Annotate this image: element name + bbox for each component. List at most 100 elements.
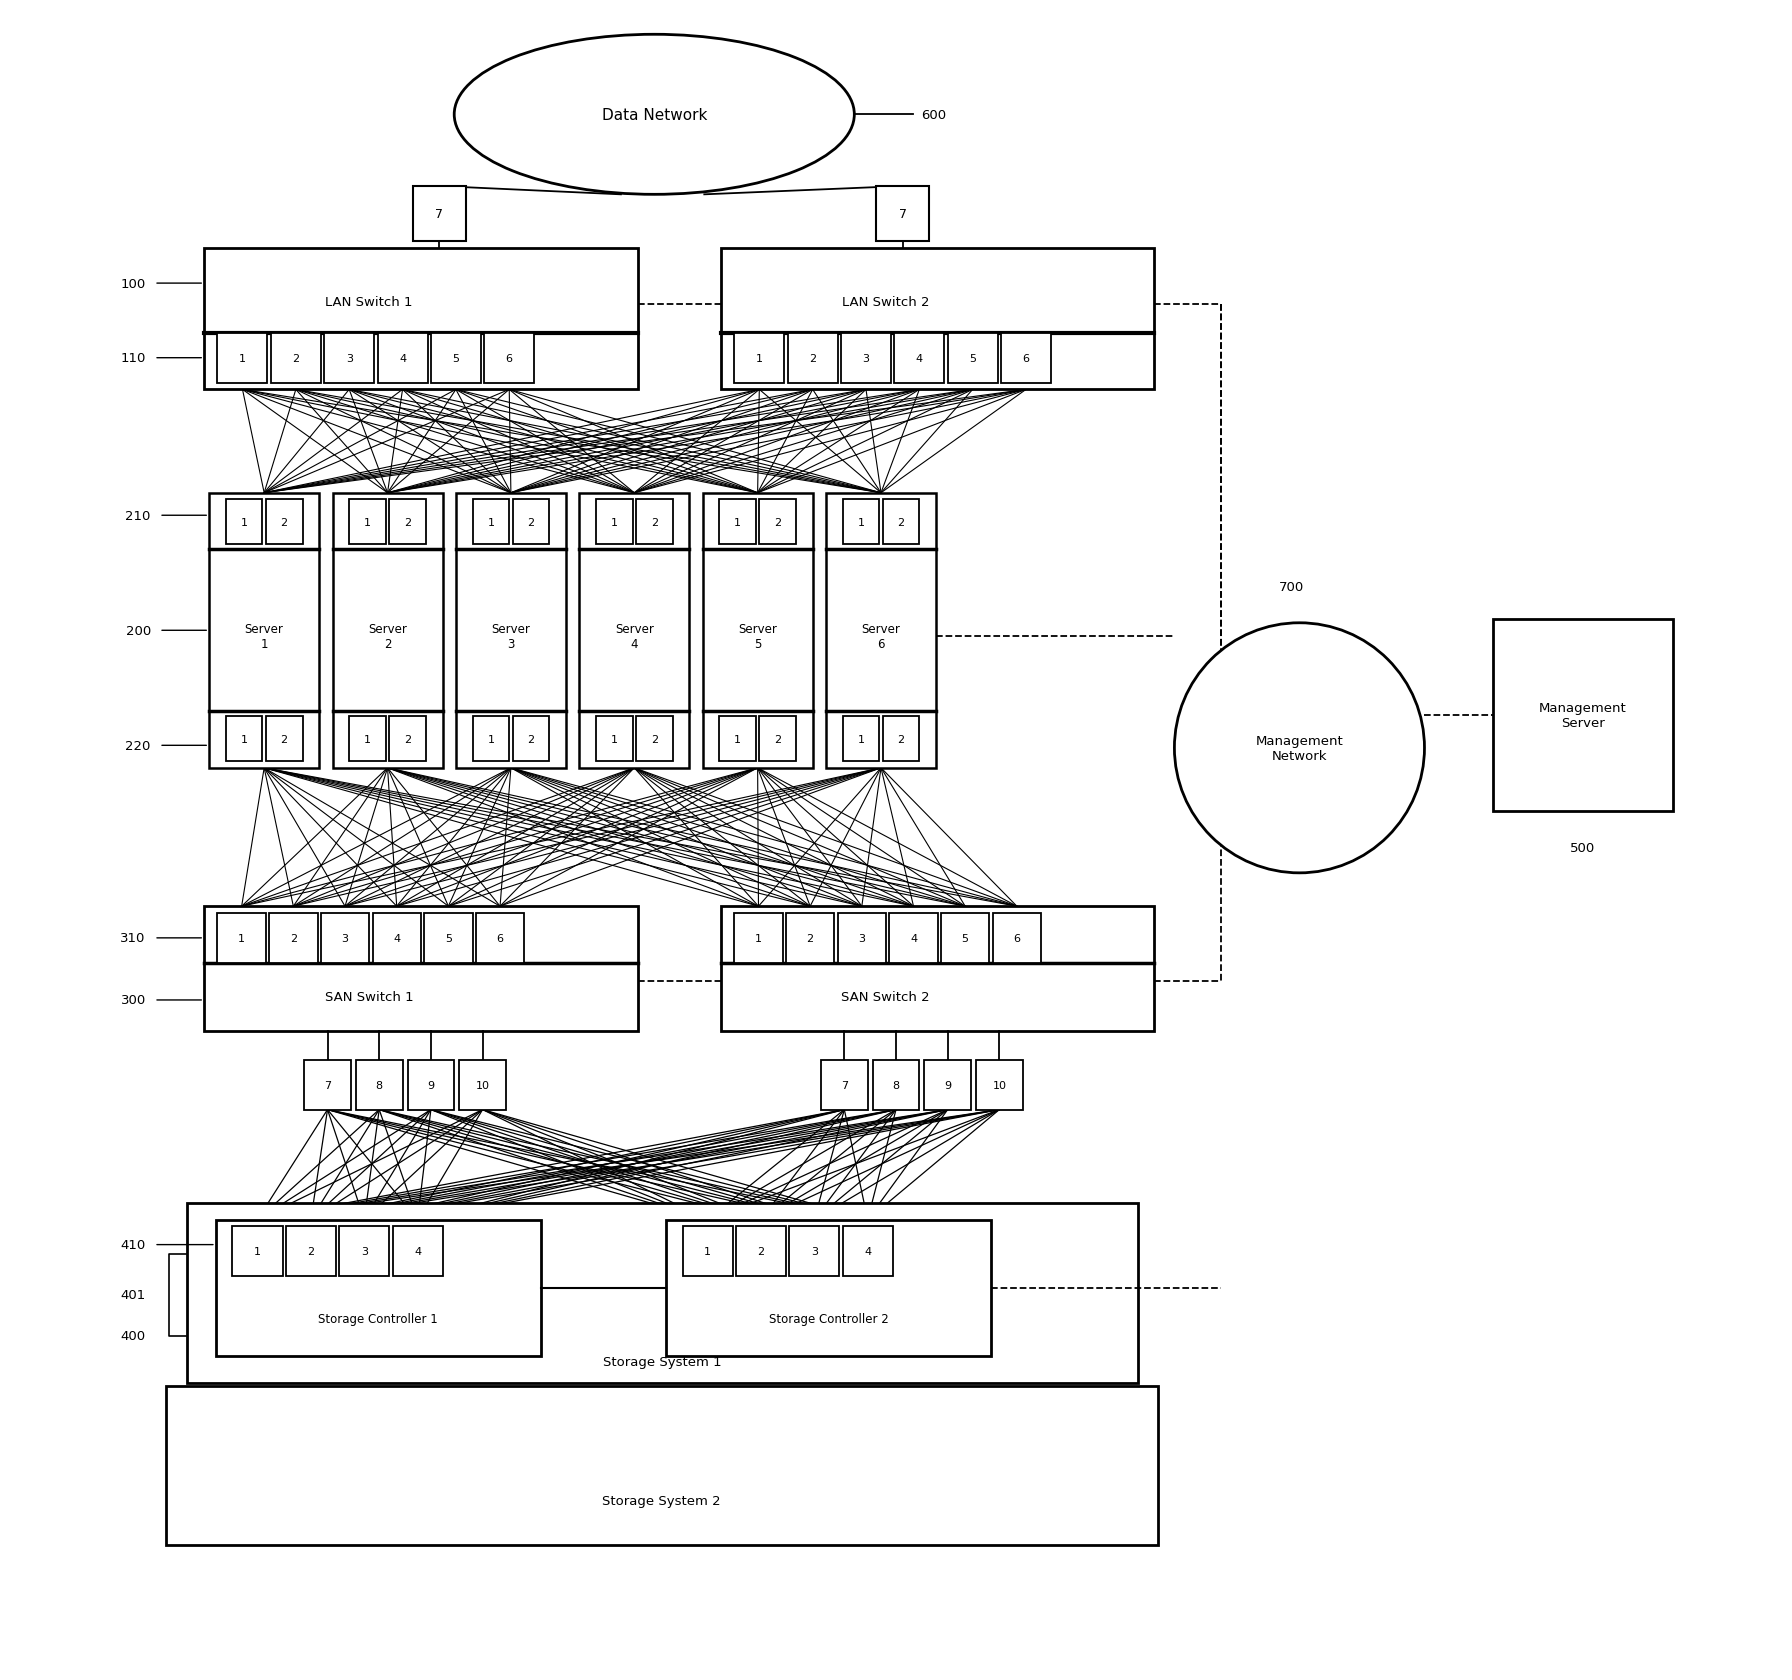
Text: 1: 1 [238,934,246,942]
Text: 6: 6 [505,353,513,363]
Text: 200: 200 [125,625,151,637]
Text: LAN Switch 1: LAN Switch 1 [324,296,412,309]
Bar [760,501,796,544]
Bar [265,501,303,544]
Bar [477,914,525,963]
Bar [513,501,548,544]
Text: 3: 3 [810,1247,817,1257]
Text: 3: 3 [346,353,353,363]
Bar [1002,334,1052,383]
Bar [993,914,1041,963]
Bar [215,1220,541,1356]
Text: LAN Switch 2: LAN Switch 2 [842,296,930,309]
Text: Server
2: Server 2 [367,622,407,650]
Bar [513,717,548,761]
Bar [876,186,930,242]
Text: 600: 600 [921,109,946,121]
Text: 2: 2 [306,1247,314,1257]
Bar [1493,620,1674,811]
Text: 220: 220 [125,739,151,753]
Text: 1: 1 [611,517,618,528]
Text: 10: 10 [475,1080,489,1090]
Text: 2: 2 [806,934,814,942]
Bar [948,334,998,383]
Text: 2: 2 [527,734,534,744]
Bar [473,501,509,544]
Bar [788,1226,839,1277]
Text: 2: 2 [898,517,905,528]
Text: 1: 1 [238,353,246,363]
Bar [233,1226,283,1277]
Text: 9: 9 [426,1080,434,1090]
Bar [579,494,690,768]
Text: 500: 500 [1570,842,1595,855]
Text: 310: 310 [120,932,145,944]
Bar [339,1226,389,1277]
Text: Management
Server: Management Server [1539,702,1627,729]
Bar [349,501,385,544]
Bar [636,717,672,761]
Text: 210: 210 [125,509,151,522]
Text: 2: 2 [774,734,781,744]
Text: 7: 7 [840,1080,848,1090]
Bar [333,494,443,768]
Text: 4: 4 [392,934,400,942]
Text: 2: 2 [774,517,781,528]
Bar [226,501,262,544]
Text: 5: 5 [444,934,452,942]
Bar [407,1060,453,1110]
Bar [425,914,473,963]
Text: Server
3: Server 3 [491,622,530,650]
Text: 4: 4 [910,934,918,942]
Text: 7: 7 [324,1080,332,1090]
Bar [840,334,891,383]
Text: 4: 4 [916,353,923,363]
Text: Storage Controller 1: Storage Controller 1 [319,1312,439,1326]
Text: 3: 3 [342,934,348,942]
Bar [269,914,317,963]
Text: 3: 3 [862,353,869,363]
Text: 7: 7 [898,208,907,220]
Text: 10: 10 [993,1080,1007,1090]
Text: 300: 300 [120,995,145,1006]
Text: 2: 2 [403,517,410,528]
Bar [735,334,785,383]
Bar [210,494,319,768]
Bar [702,494,812,768]
Bar [719,717,756,761]
Text: 8: 8 [376,1080,383,1090]
Text: Storage Controller 2: Storage Controller 2 [769,1312,889,1326]
Ellipse shape [453,35,855,195]
Bar [430,334,480,383]
Bar [636,501,672,544]
Text: 1: 1 [240,734,247,744]
Text: 1: 1 [858,734,864,744]
Bar [894,334,944,383]
Text: SAN Switch 1: SAN Switch 1 [324,990,414,1003]
Bar [305,1060,351,1110]
Bar [389,717,426,761]
Bar [167,1386,1158,1546]
Bar [459,1060,505,1110]
Text: 5: 5 [452,353,459,363]
Bar [842,1226,892,1277]
Text: 401: 401 [120,1289,145,1302]
Ellipse shape [1174,623,1425,874]
Bar [357,1060,403,1110]
Text: 700: 700 [1278,580,1305,593]
Text: 2: 2 [650,517,658,528]
Text: 6: 6 [1023,353,1030,363]
Text: SAN Switch 2: SAN Switch 2 [842,990,930,1003]
Text: 1: 1 [611,734,618,744]
Text: 400: 400 [120,1329,145,1342]
Text: 5: 5 [969,353,977,363]
Text: 5: 5 [962,934,969,942]
Text: 1: 1 [364,734,371,744]
Text: 1: 1 [754,934,762,942]
Text: 1: 1 [487,517,495,528]
Text: 4: 4 [400,353,407,363]
Bar [204,907,638,1032]
Bar [821,1060,867,1110]
Bar [720,907,1154,1032]
Text: 4: 4 [864,1247,871,1257]
